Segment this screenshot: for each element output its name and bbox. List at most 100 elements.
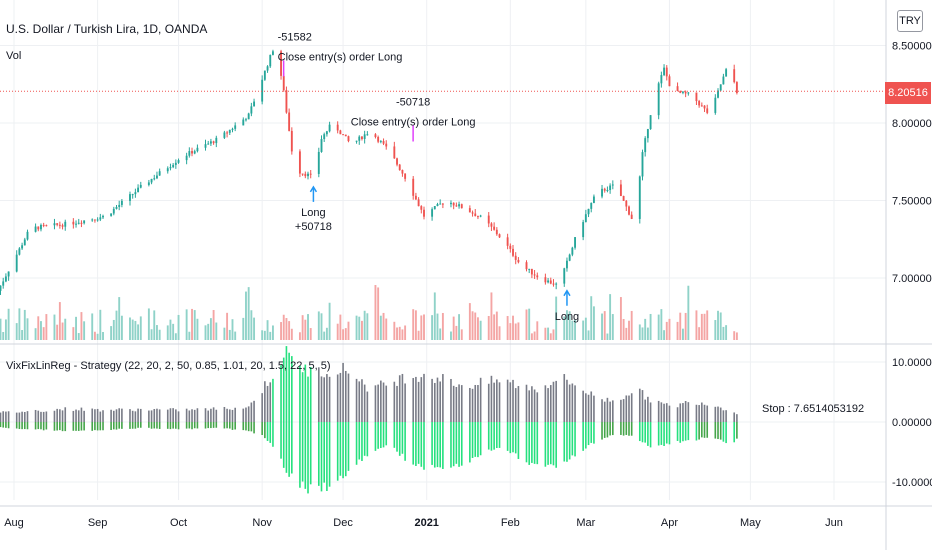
linreg-bar	[56, 422, 58, 431]
linreg-bar	[363, 422, 366, 456]
linreg-bar	[83, 422, 85, 431]
linreg-bar	[725, 422, 727, 444]
trade-annotations: -51582 Close entry(s) order Long Long +5071…	[278, 31, 580, 322]
linreg-bar	[377, 422, 379, 449]
linreg-bar	[668, 422, 671, 445]
volume-bar	[40, 321, 42, 340]
volume-bar	[555, 296, 558, 340]
price-tick-label: 7.00000	[892, 273, 932, 285]
volume-bar	[15, 323, 18, 340]
volume-bar	[668, 318, 671, 340]
linreg-bar	[234, 422, 236, 430]
candle-body	[590, 202, 593, 209]
linreg-bar	[223, 422, 226, 429]
volume-bar	[355, 315, 358, 340]
vixfix-bar	[37, 410, 40, 422]
candle-body	[436, 204, 439, 207]
vixfix-bar	[531, 386, 533, 422]
linreg-bar	[536, 422, 539, 465]
vixfix-bar	[291, 356, 293, 422]
volume-bar	[420, 315, 423, 340]
volume-bar	[412, 309, 415, 340]
volume-bar	[56, 324, 59, 340]
candle-body	[547, 280, 550, 283]
candle-body	[15, 254, 18, 272]
vixfix-bar	[112, 410, 115, 422]
volume-bar	[719, 312, 722, 340]
linreg-bar	[479, 422, 482, 456]
vixfix-bar	[717, 406, 719, 422]
volume-bars	[0, 285, 738, 340]
linreg-bar	[509, 422, 512, 454]
candle-body	[493, 226, 496, 230]
volume-bar	[452, 316, 455, 340]
linreg-bar	[380, 422, 382, 449]
linreg-bar	[301, 422, 304, 482]
vixfix-bar	[549, 385, 552, 422]
vixfix-bar	[460, 385, 463, 422]
candle-body	[290, 130, 293, 152]
linreg-bar	[307, 422, 309, 494]
candle-body	[682, 91, 684, 93]
volume-bar	[568, 311, 571, 340]
candle-body	[495, 229, 498, 235]
candle-body	[468, 208, 471, 213]
vixfix-bar	[452, 385, 455, 422]
currency-button[interactable]: TRY	[897, 10, 923, 32]
candle-body	[374, 134, 377, 138]
vixfix-bar	[317, 367, 320, 422]
linreg-bar	[628, 422, 630, 436]
linreg-bar	[684, 422, 687, 441]
volume-bar	[714, 320, 717, 340]
candle-body	[552, 283, 555, 285]
linreg-bar	[374, 422, 377, 451]
volume-bar	[228, 329, 231, 340]
volume-bar	[471, 311, 474, 340]
vixfix-bar	[131, 410, 134, 422]
volume-bar	[566, 310, 568, 340]
volume-bar	[250, 310, 253, 340]
vixfix-bar	[533, 389, 536, 422]
oscillator-bars	[0, 346, 738, 494]
volume-bar	[498, 326, 501, 340]
candle-body	[209, 141, 212, 144]
volume-bar	[682, 328, 684, 340]
vixfix-bar	[582, 390, 584, 422]
vixfix-bar	[96, 408, 99, 422]
time-tick-label: Jun	[825, 517, 843, 529]
volume-bar	[80, 312, 83, 340]
vixfix-bar	[210, 408, 212, 422]
linreg-bar	[439, 422, 441, 468]
vixfix-bar	[412, 378, 415, 422]
vixfix-bar	[77, 410, 80, 422]
volume-bar	[528, 308, 531, 340]
candle-body	[298, 151, 301, 174]
axis-ticks: 8.50000 8.00000 7.50000 7.00000 10.00000 0.00…	[4, 41, 932, 530]
linreg-bar	[568, 422, 571, 460]
linreg-bar	[336, 422, 339, 481]
vixfix-bar	[628, 395, 630, 422]
linreg-bar	[706, 422, 709, 438]
vixfix-bar	[695, 404, 698, 422]
linreg-bar	[714, 422, 717, 439]
volume-bar	[320, 313, 323, 340]
candle-body	[657, 83, 660, 116]
linreg-bar	[204, 422, 207, 429]
linreg-bar	[417, 422, 420, 464]
candle-body	[630, 214, 633, 219]
candle-body	[91, 219, 94, 221]
candle-body	[609, 185, 612, 190]
linreg-bar	[622, 422, 625, 436]
linreg-bar	[496, 422, 498, 449]
vixfix-bar	[34, 409, 37, 422]
candle-body	[4, 276, 7, 282]
linreg-bar	[415, 422, 417, 467]
volume-bar	[587, 330, 590, 340]
candle-body	[638, 176, 641, 219]
vixfix-bar	[701, 402, 703, 422]
vixfix-bar	[380, 380, 382, 422]
vixfix-bar	[590, 391, 593, 422]
volume-bar	[282, 314, 285, 340]
